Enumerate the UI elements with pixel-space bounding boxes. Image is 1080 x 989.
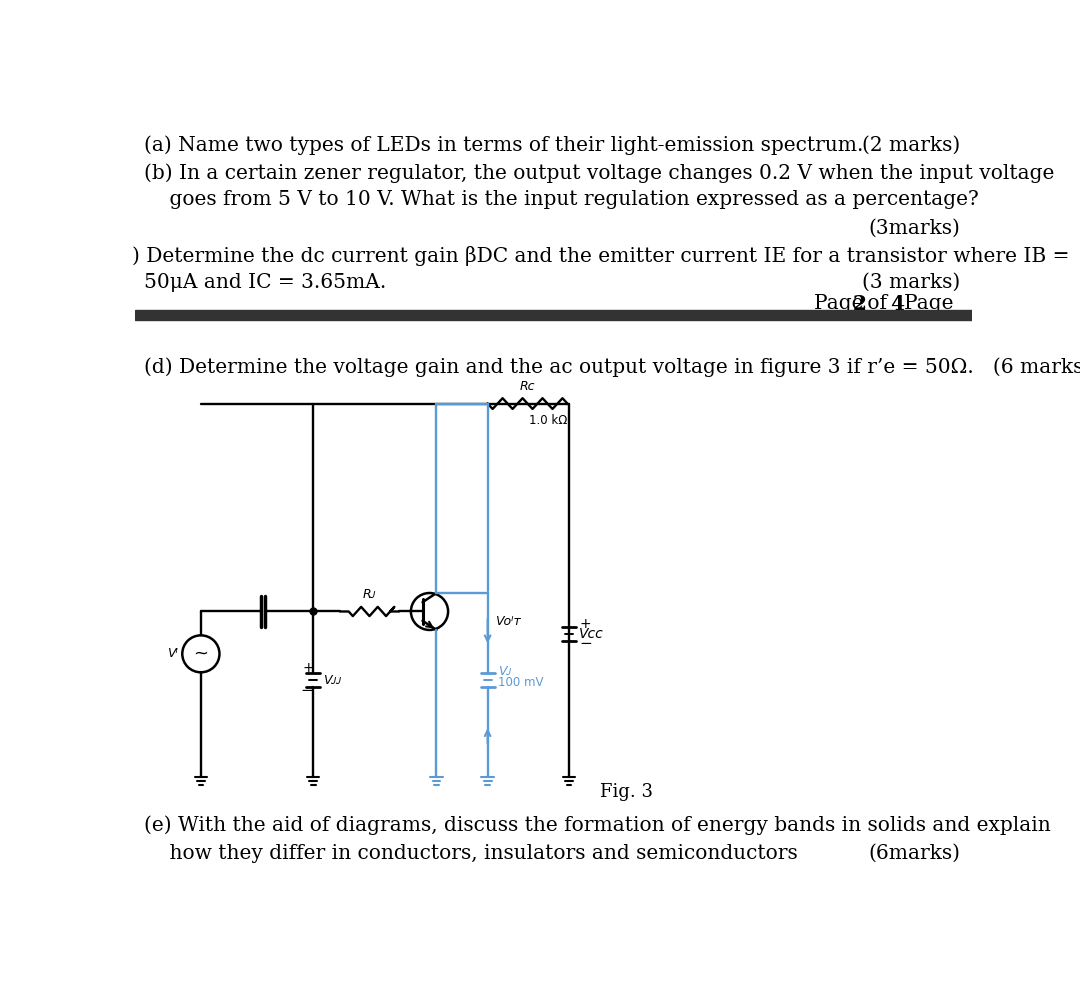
Text: ~: ~: [193, 645, 208, 663]
Text: Vᴏᴵᴛ: Vᴏᴵᴛ: [495, 615, 521, 628]
Text: −: −: [301, 682, 313, 697]
Text: (3marks): (3marks): [868, 219, 960, 237]
Text: Vᴄᴄ: Vᴄᴄ: [579, 627, 604, 641]
Text: 4: 4: [890, 295, 904, 315]
Text: 1.0 kΩ: 1.0 kΩ: [529, 413, 567, 426]
Text: (d) Determine the voltage gain and the ac output voltage in figure 3 if r’e = 50: (d) Determine the voltage gain and the a…: [145, 357, 1080, 377]
Text: Rᴊ: Rᴊ: [362, 587, 376, 600]
Text: (2 marks): (2 marks): [862, 135, 960, 154]
Text: Vᴵ: Vᴵ: [166, 648, 177, 661]
Text: (a) Name two types of LEDs in terms of their light-emission spectrum.: (a) Name two types of LEDs in terms of t…: [145, 135, 864, 155]
Text: Page: Page: [814, 295, 869, 314]
Text: Vᴊ: Vᴊ: [498, 665, 511, 678]
Bar: [135, 310, 972, 319]
Text: 2: 2: [852, 295, 866, 315]
Text: goes from 5 V to 10 V. What is the input regulation expressed as a percentage?: goes from 5 V to 10 V. What is the input…: [145, 190, 980, 210]
Text: 50μA and IC = 3.65mA.: 50μA and IC = 3.65mA.: [145, 273, 387, 292]
Text: +: +: [302, 662, 314, 675]
Text: (e) With the aid of diagrams, discuss the formation of energy bands in solids an: (e) With the aid of diagrams, discuss th…: [145, 816, 1051, 835]
Text: −: −: [579, 636, 592, 651]
Text: (b) In a certain zener regulator, the output voltage changes 0.2 V when the inpu: (b) In a certain zener regulator, the ou…: [145, 163, 1055, 183]
Text: how they differ in conductors, insulators and semiconductors: how they differ in conductors, insulator…: [145, 844, 798, 863]
Text: of: of: [861, 295, 893, 314]
Text: (3 marks): (3 marks): [862, 273, 960, 292]
Text: Vᴊᴊ: Vᴊᴊ: [323, 674, 341, 686]
Text: +: +: [579, 617, 591, 631]
Text: 100 mV: 100 mV: [498, 675, 543, 688]
Text: (6marks): (6marks): [868, 844, 960, 863]
Text: ) Determine the dc current gain βDC and the emitter current IE for a transistor : ) Determine the dc current gain βDC and …: [132, 245, 1069, 266]
Text: Page: Page: [905, 295, 960, 314]
Text: Fig. 3: Fig. 3: [600, 783, 653, 801]
Text: Rᴄ: Rᴄ: [519, 380, 535, 393]
